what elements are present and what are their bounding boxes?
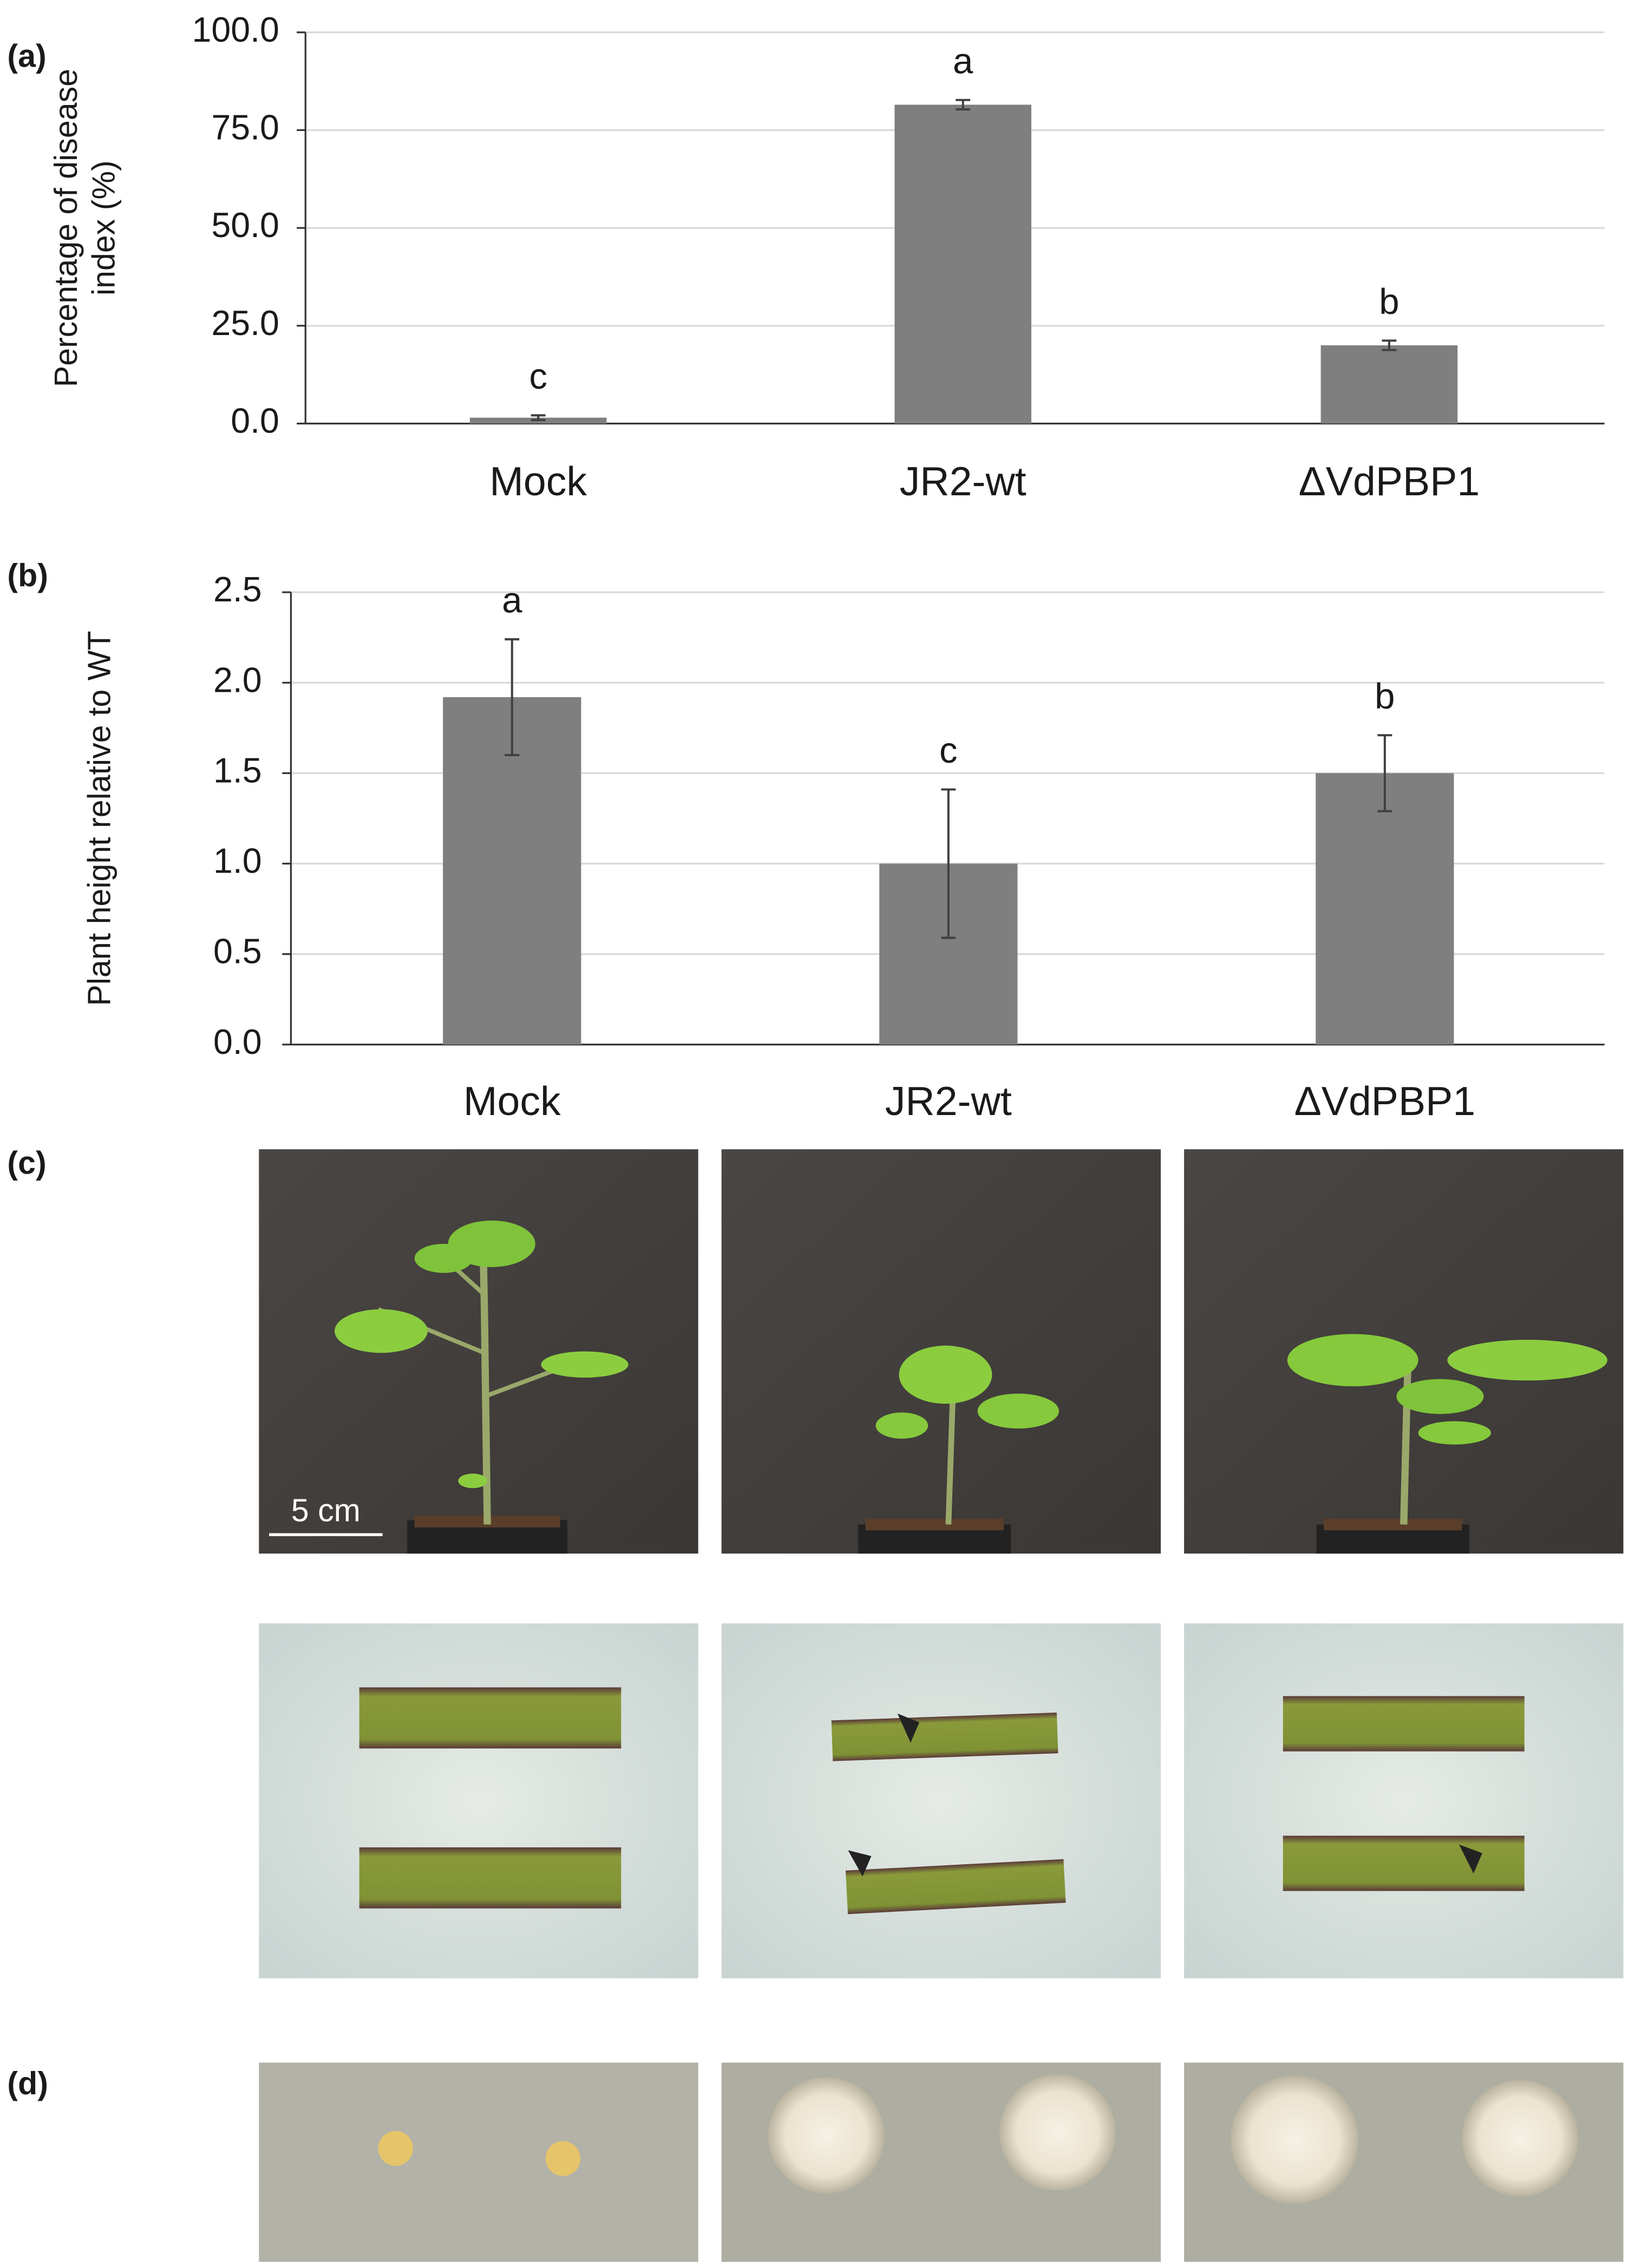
error-bar [1377,734,1392,812]
panel-label: (d) [7,2065,48,2101]
x-tick-label: Mock [489,458,587,504]
y-tick-label: 1.0 [213,842,262,881]
colony-photo [721,2062,1161,2262]
photo-panels: 5 cm (c) (d) [7,1144,1624,2262]
significance-letter: a [502,580,522,621]
x-tick-label: JR2-wt [885,1078,1012,1124]
y-tick-label: 75.0 [211,108,279,147]
x-tick-label: ΔVdPBP1 [1299,458,1480,504]
significance-letter: c [529,356,547,397]
error-bar [956,99,971,111]
chart: 0.0 0.5 1.0 1.5 2.0 2.5 a Mock c JR2-wt b ΔVdPBP1 Pl… [7,557,1605,1124]
colony-photo [259,2062,698,2262]
y-tick-label: 50.0 [211,206,279,245]
stem-photo [259,1623,698,1978]
y-tick-label: 100.0 [192,10,279,49]
plant-photo [259,1149,698,1554]
plant-photo [1184,1149,1624,1554]
y-axis-label: Percentage of disease [48,69,84,387]
error-bar [505,638,520,756]
bar [1316,773,1454,1045]
y-tick-label: 0.0 [231,402,279,441]
y-tick-label: 2.0 [213,660,262,699]
significance-letter: b [1379,281,1399,322]
panel-label: (a) [7,38,46,74]
error-bar [941,788,956,939]
x-tick-label: JR2-wt [900,458,1026,504]
panel-label: (c) [7,1144,46,1181]
stem-photo [1184,1623,1624,1978]
x-tick-label: Mock [463,1078,561,1124]
scale-bar-label: 5 cm [291,1492,361,1529]
chart: 0.0 25.0 50.0 75.0 100.0 c Mock a JR2-wt b ΔVdPBP1… [7,10,1605,504]
y-tick-label: 1.5 [213,751,262,790]
y-axis-label: index (%) [86,160,122,296]
y-axis-label: Plant height relative to WT [81,631,117,1006]
y-tick-label: 0.5 [213,932,262,971]
panel-label: (b) [7,557,48,593]
stem-photo [721,1623,1161,1978]
colony-photo [1184,2062,1624,2262]
bar [894,104,1031,424]
y-tick-label: 0.0 [213,1022,262,1061]
error-bar [1382,339,1397,351]
plant-photo [721,1149,1161,1554]
x-tick-label: ΔVdPBP1 [1294,1078,1476,1124]
significance-letter: a [953,41,973,81]
bar [1320,345,1458,424]
error-bar [531,414,546,421]
y-tick-label: 25.0 [211,304,279,343]
significance-letter: c [939,730,958,771]
y-tick-label: 2.5 [213,570,262,609]
significance-letter: b [1375,676,1395,717]
